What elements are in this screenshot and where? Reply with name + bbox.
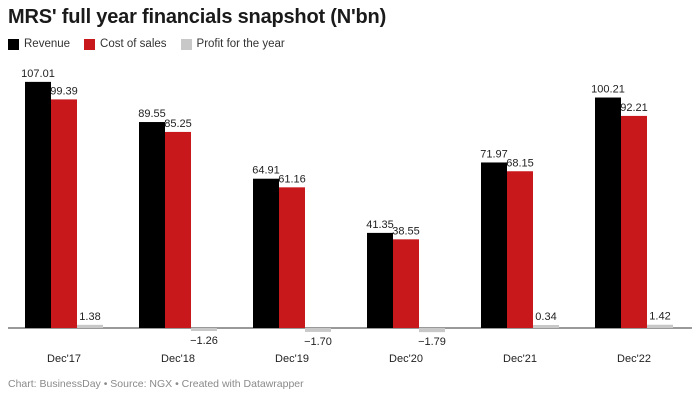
bar-revenue-2 bbox=[253, 178, 279, 328]
data-label-profit-0: 1.38 bbox=[79, 311, 100, 323]
legend: Revenue Cost of sales Profit for the yea… bbox=[8, 38, 285, 50]
data-label-revenue-2: 64.91 bbox=[252, 165, 280, 177]
legend-swatch-cost-of-sales bbox=[84, 38, 96, 50]
x-tick-label-4: Dec'21 bbox=[503, 353, 537, 365]
bar-profit-5 bbox=[647, 324, 673, 328]
data-label-revenue-0: 107.01 bbox=[21, 68, 55, 80]
legend-swatch-profit bbox=[180, 38, 192, 50]
bar-cost-of-sales-0 bbox=[51, 99, 77, 328]
chart-footer: Chart: BusinessDay • Source: NGX • Creat… bbox=[8, 378, 304, 390]
data-label-cost-of-sales-4: 68.15 bbox=[506, 157, 534, 169]
bar-revenue-5 bbox=[595, 97, 621, 328]
bar-cost-of-sales-1 bbox=[165, 131, 191, 328]
legend-label-profit: Profit for the year bbox=[196, 38, 285, 50]
legend-label-revenue: Revenue bbox=[24, 38, 71, 50]
legend-label-cost-of-sales: Cost of sales bbox=[100, 38, 167, 50]
bar-cost-of-sales-3 bbox=[393, 239, 419, 328]
data-label-cost-of-sales-5: 92.21 bbox=[620, 102, 648, 114]
legend-item-cost-of-sales: Cost of sales bbox=[84, 38, 167, 50]
data-label-profit-4: 0.34 bbox=[535, 311, 556, 323]
bar-revenue-4 bbox=[481, 162, 507, 328]
data-label-profit-5: 1.42 bbox=[649, 311, 670, 323]
bar-revenue-1 bbox=[139, 122, 165, 328]
bar-profit-2 bbox=[305, 328, 331, 332]
bar-revenue-3 bbox=[367, 232, 393, 328]
bar-profit-0 bbox=[77, 324, 103, 328]
legend-item-revenue: Revenue bbox=[8, 38, 70, 50]
data-label-cost-of-sales-2: 61.16 bbox=[278, 173, 306, 185]
bar-revenue-0 bbox=[25, 81, 51, 328]
bar-cost-of-sales-2 bbox=[279, 187, 305, 328]
data-label-revenue-3: 41.35 bbox=[366, 219, 394, 231]
x-tick-label-0: Dec'17 bbox=[47, 353, 81, 365]
data-label-profit-1: −1.26 bbox=[190, 335, 218, 347]
data-label-cost-of-sales-1: 85.25 bbox=[164, 118, 192, 130]
bar-profit-1 bbox=[191, 328, 217, 331]
x-tick-label-1: Dec'18 bbox=[161, 353, 195, 365]
bar-profit-4 bbox=[533, 325, 559, 328]
x-tick-label-3: Dec'20 bbox=[389, 353, 423, 365]
x-tick-label-2: Dec'19 bbox=[275, 353, 309, 365]
bar-cost-of-sales-4 bbox=[507, 171, 533, 328]
x-tick-label-5: Dec'22 bbox=[617, 353, 651, 365]
chart-title: MRS' full year financials snapshot (N'bn… bbox=[8, 6, 387, 28]
data-label-cost-of-sales-0: 99.39 bbox=[50, 85, 78, 97]
data-label-revenue-4: 71.97 bbox=[480, 148, 508, 160]
data-label-profit-3: −1.79 bbox=[418, 336, 446, 348]
data-label-cost-of-sales-3: 38.55 bbox=[392, 225, 420, 237]
bar-profit-3 bbox=[419, 328, 445, 333]
legend-swatch-revenue bbox=[8, 38, 19, 50]
data-label-revenue-1: 89.55 bbox=[138, 108, 166, 120]
legend-item-profit: Profit for the year bbox=[180, 38, 285, 50]
bar-cost-of-sales-5 bbox=[621, 115, 647, 329]
data-label-profit-2: −1.70 bbox=[304, 336, 332, 348]
data-label-revenue-5: 100.21 bbox=[591, 84, 625, 96]
